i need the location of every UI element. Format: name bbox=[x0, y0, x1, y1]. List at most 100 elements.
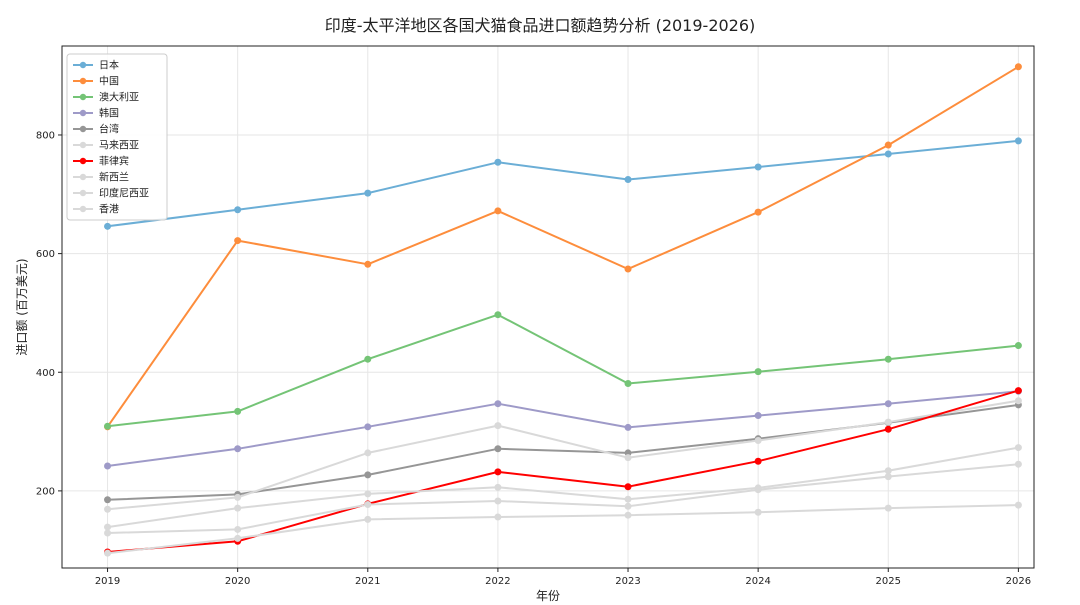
data-point bbox=[494, 445, 502, 453]
data-point bbox=[624, 483, 632, 491]
x-tick-label: 2022 bbox=[485, 576, 510, 587]
data-point bbox=[234, 445, 242, 453]
data-point bbox=[884, 473, 892, 481]
data-point bbox=[234, 534, 242, 542]
legend-label: 印度尼西亚 bbox=[99, 187, 149, 200]
data-point bbox=[1014, 342, 1022, 350]
data-point bbox=[754, 412, 762, 420]
x-tick-label: 2025 bbox=[876, 576, 901, 587]
data-point bbox=[234, 493, 242, 501]
series-line bbox=[107, 463, 1019, 534]
legend-swatch-marker bbox=[79, 77, 87, 85]
data-point bbox=[104, 222, 112, 230]
data-point bbox=[1014, 387, 1022, 395]
legend-swatch-marker bbox=[79, 125, 87, 133]
x-tick-label: 2023 bbox=[615, 576, 640, 587]
data-point bbox=[1014, 63, 1022, 71]
data-point bbox=[364, 260, 372, 268]
x-tick-label: 2024 bbox=[745, 576, 770, 587]
data-point bbox=[364, 515, 372, 523]
data-point bbox=[494, 422, 502, 430]
data-point bbox=[364, 490, 372, 498]
series-line bbox=[107, 399, 1019, 511]
data-point bbox=[104, 505, 112, 513]
series-5 bbox=[104, 401, 1022, 504]
data-point bbox=[104, 529, 112, 537]
legend-swatch-marker bbox=[79, 61, 87, 69]
data-point bbox=[364, 501, 372, 509]
data-point bbox=[494, 497, 502, 505]
series-line bbox=[107, 139, 1019, 228]
data-point bbox=[624, 423, 632, 431]
data-point bbox=[234, 525, 242, 533]
legend-swatch-marker bbox=[79, 189, 87, 197]
data-point bbox=[624, 454, 632, 462]
series-line bbox=[107, 390, 1019, 467]
data-point bbox=[234, 206, 242, 214]
legend-label: 中国 bbox=[99, 75, 119, 88]
series-6 bbox=[104, 397, 1022, 513]
legend-label: 香港 bbox=[99, 204, 119, 216]
data-point bbox=[494, 400, 502, 408]
legend-box bbox=[66, 53, 168, 221]
data-point bbox=[364, 471, 372, 479]
data-point bbox=[754, 457, 762, 465]
chart-title: 印度-太平洋地区各国犬猫食品进口额趋势分析 (2019-2026) bbox=[324, 16, 756, 35]
data-point bbox=[884, 400, 892, 408]
data-point bbox=[104, 549, 112, 557]
axis-layer: 2019 2020 2021 2022 2023 2024 2025 2026 200 400 60… bbox=[36, 130, 1031, 587]
data-point bbox=[754, 208, 762, 216]
data-point bbox=[624, 380, 632, 388]
data-point bbox=[104, 523, 112, 531]
data-point bbox=[494, 468, 502, 476]
data-point bbox=[104, 462, 112, 470]
legend-swatch-marker bbox=[79, 141, 87, 149]
series-line bbox=[107, 446, 1019, 529]
y-tick-label: 200 bbox=[36, 486, 55, 497]
y-axis-title: 进口额 (百万美元) bbox=[15, 258, 29, 355]
data-point bbox=[884, 425, 892, 433]
data-point bbox=[754, 436, 762, 444]
y-tick-label: 600 bbox=[36, 249, 55, 260]
legend-label: 日本 bbox=[99, 59, 119, 72]
legend-swatch-marker bbox=[79, 205, 87, 213]
series-line bbox=[107, 403, 1019, 501]
data-point bbox=[624, 265, 632, 273]
series-line bbox=[107, 313, 1019, 428]
data-point bbox=[494, 483, 502, 491]
data-point bbox=[754, 486, 762, 494]
x-axis-title: 年份 bbox=[536, 589, 560, 603]
data-point bbox=[884, 150, 892, 158]
series-8 bbox=[104, 444, 1022, 531]
data-point bbox=[494, 513, 502, 521]
data-point bbox=[754, 163, 762, 171]
legend-swatch-marker bbox=[79, 157, 87, 165]
data-point bbox=[624, 502, 632, 510]
legend-swatch-marker bbox=[79, 109, 87, 117]
data-point bbox=[1014, 501, 1022, 509]
data-point bbox=[364, 449, 372, 457]
data-point bbox=[494, 207, 502, 215]
data-point bbox=[1014, 444, 1022, 452]
x-tick-label: 2020 bbox=[225, 576, 250, 587]
data-point bbox=[624, 175, 632, 183]
data-point bbox=[1014, 460, 1022, 468]
legend-label: 新西兰 bbox=[99, 171, 129, 184]
data-point bbox=[884, 418, 892, 426]
data-point bbox=[494, 311, 502, 319]
x-tick-label: 2021 bbox=[355, 576, 380, 587]
data-point bbox=[364, 189, 372, 197]
data-point bbox=[104, 422, 112, 430]
grid-layer bbox=[62, 46, 1034, 568]
legend-swatch-marker bbox=[79, 93, 87, 101]
legend-label: 马来西亚 bbox=[99, 140, 139, 152]
data-point bbox=[364, 423, 372, 431]
data-point bbox=[364, 355, 372, 363]
series-line bbox=[107, 504, 1019, 555]
data-point bbox=[1014, 397, 1022, 405]
legend-label: 菲律宾 bbox=[99, 155, 129, 168]
data-point bbox=[104, 496, 112, 504]
data-point bbox=[234, 504, 242, 512]
x-tick-label: 2026 bbox=[1006, 576, 1031, 587]
